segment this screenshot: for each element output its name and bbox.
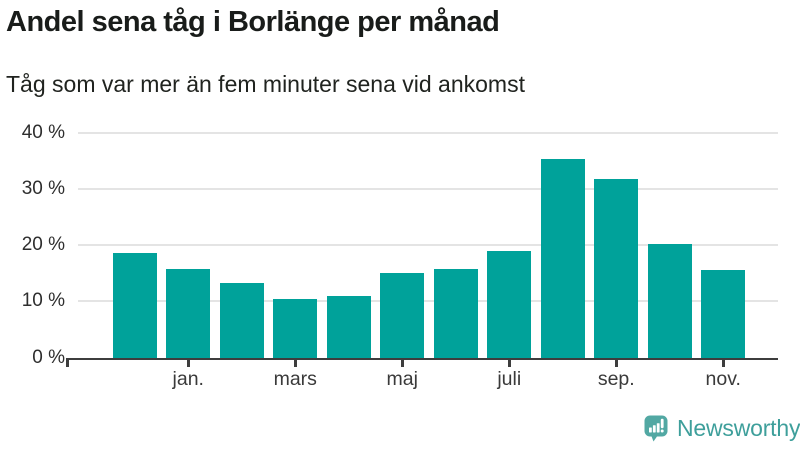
y-tick-label: 40 % [21,121,65,143]
x-tick-label: sep. [597,368,635,390]
chart-title: Andel sena tåg i Borlänge per månad [6,6,500,38]
bar-aug. [540,158,585,358]
gridline-40 [78,131,778,134]
bar-okt. [647,244,692,358]
x-tick-maj [400,357,404,367]
bar-feb. [219,283,264,358]
x-tick-nov. [721,357,725,367]
bar-mars [273,299,318,358]
x-tick-juli [507,357,511,367]
newsworthy-logo[interactable]: Newsworthy [644,415,800,442]
chart-subtitle: Tåg som var mer än fem minuter sena vid … [6,71,525,97]
x-tick-label: juli [497,368,522,390]
x-tick-sep. [614,357,618,367]
y-tick-label: 10 % [21,290,65,312]
bar-dec. [112,252,157,358]
bar-nov. [701,269,746,358]
x-tick-label: jan. [172,368,204,390]
bar-juni [433,268,478,358]
bar-jan. [166,268,211,358]
x-tick-jan. [186,357,190,367]
gridline-30 [78,187,778,190]
bar-apr. [326,295,371,358]
x-tick-label: nov. [705,368,741,390]
x-tick-label: maj [386,368,418,390]
y-tick-label: 0 % [32,346,65,368]
newsworthy-wordmark: Newsworthy [677,415,800,441]
newsworthy-icon [644,415,668,442]
bar-sep. [594,179,639,358]
y-tick-label: 30 % [21,177,65,199]
axis-start-tick [66,357,69,367]
x-tick-mars [293,357,297,367]
x-axis-line [66,357,778,360]
bar-juli [487,250,532,358]
x-tick-label: mars [273,368,317,390]
gridline-10 [78,300,778,303]
bar-maj [380,272,425,358]
gridline-20 [78,244,778,246]
y-tick-label: 20 % [21,234,65,255]
